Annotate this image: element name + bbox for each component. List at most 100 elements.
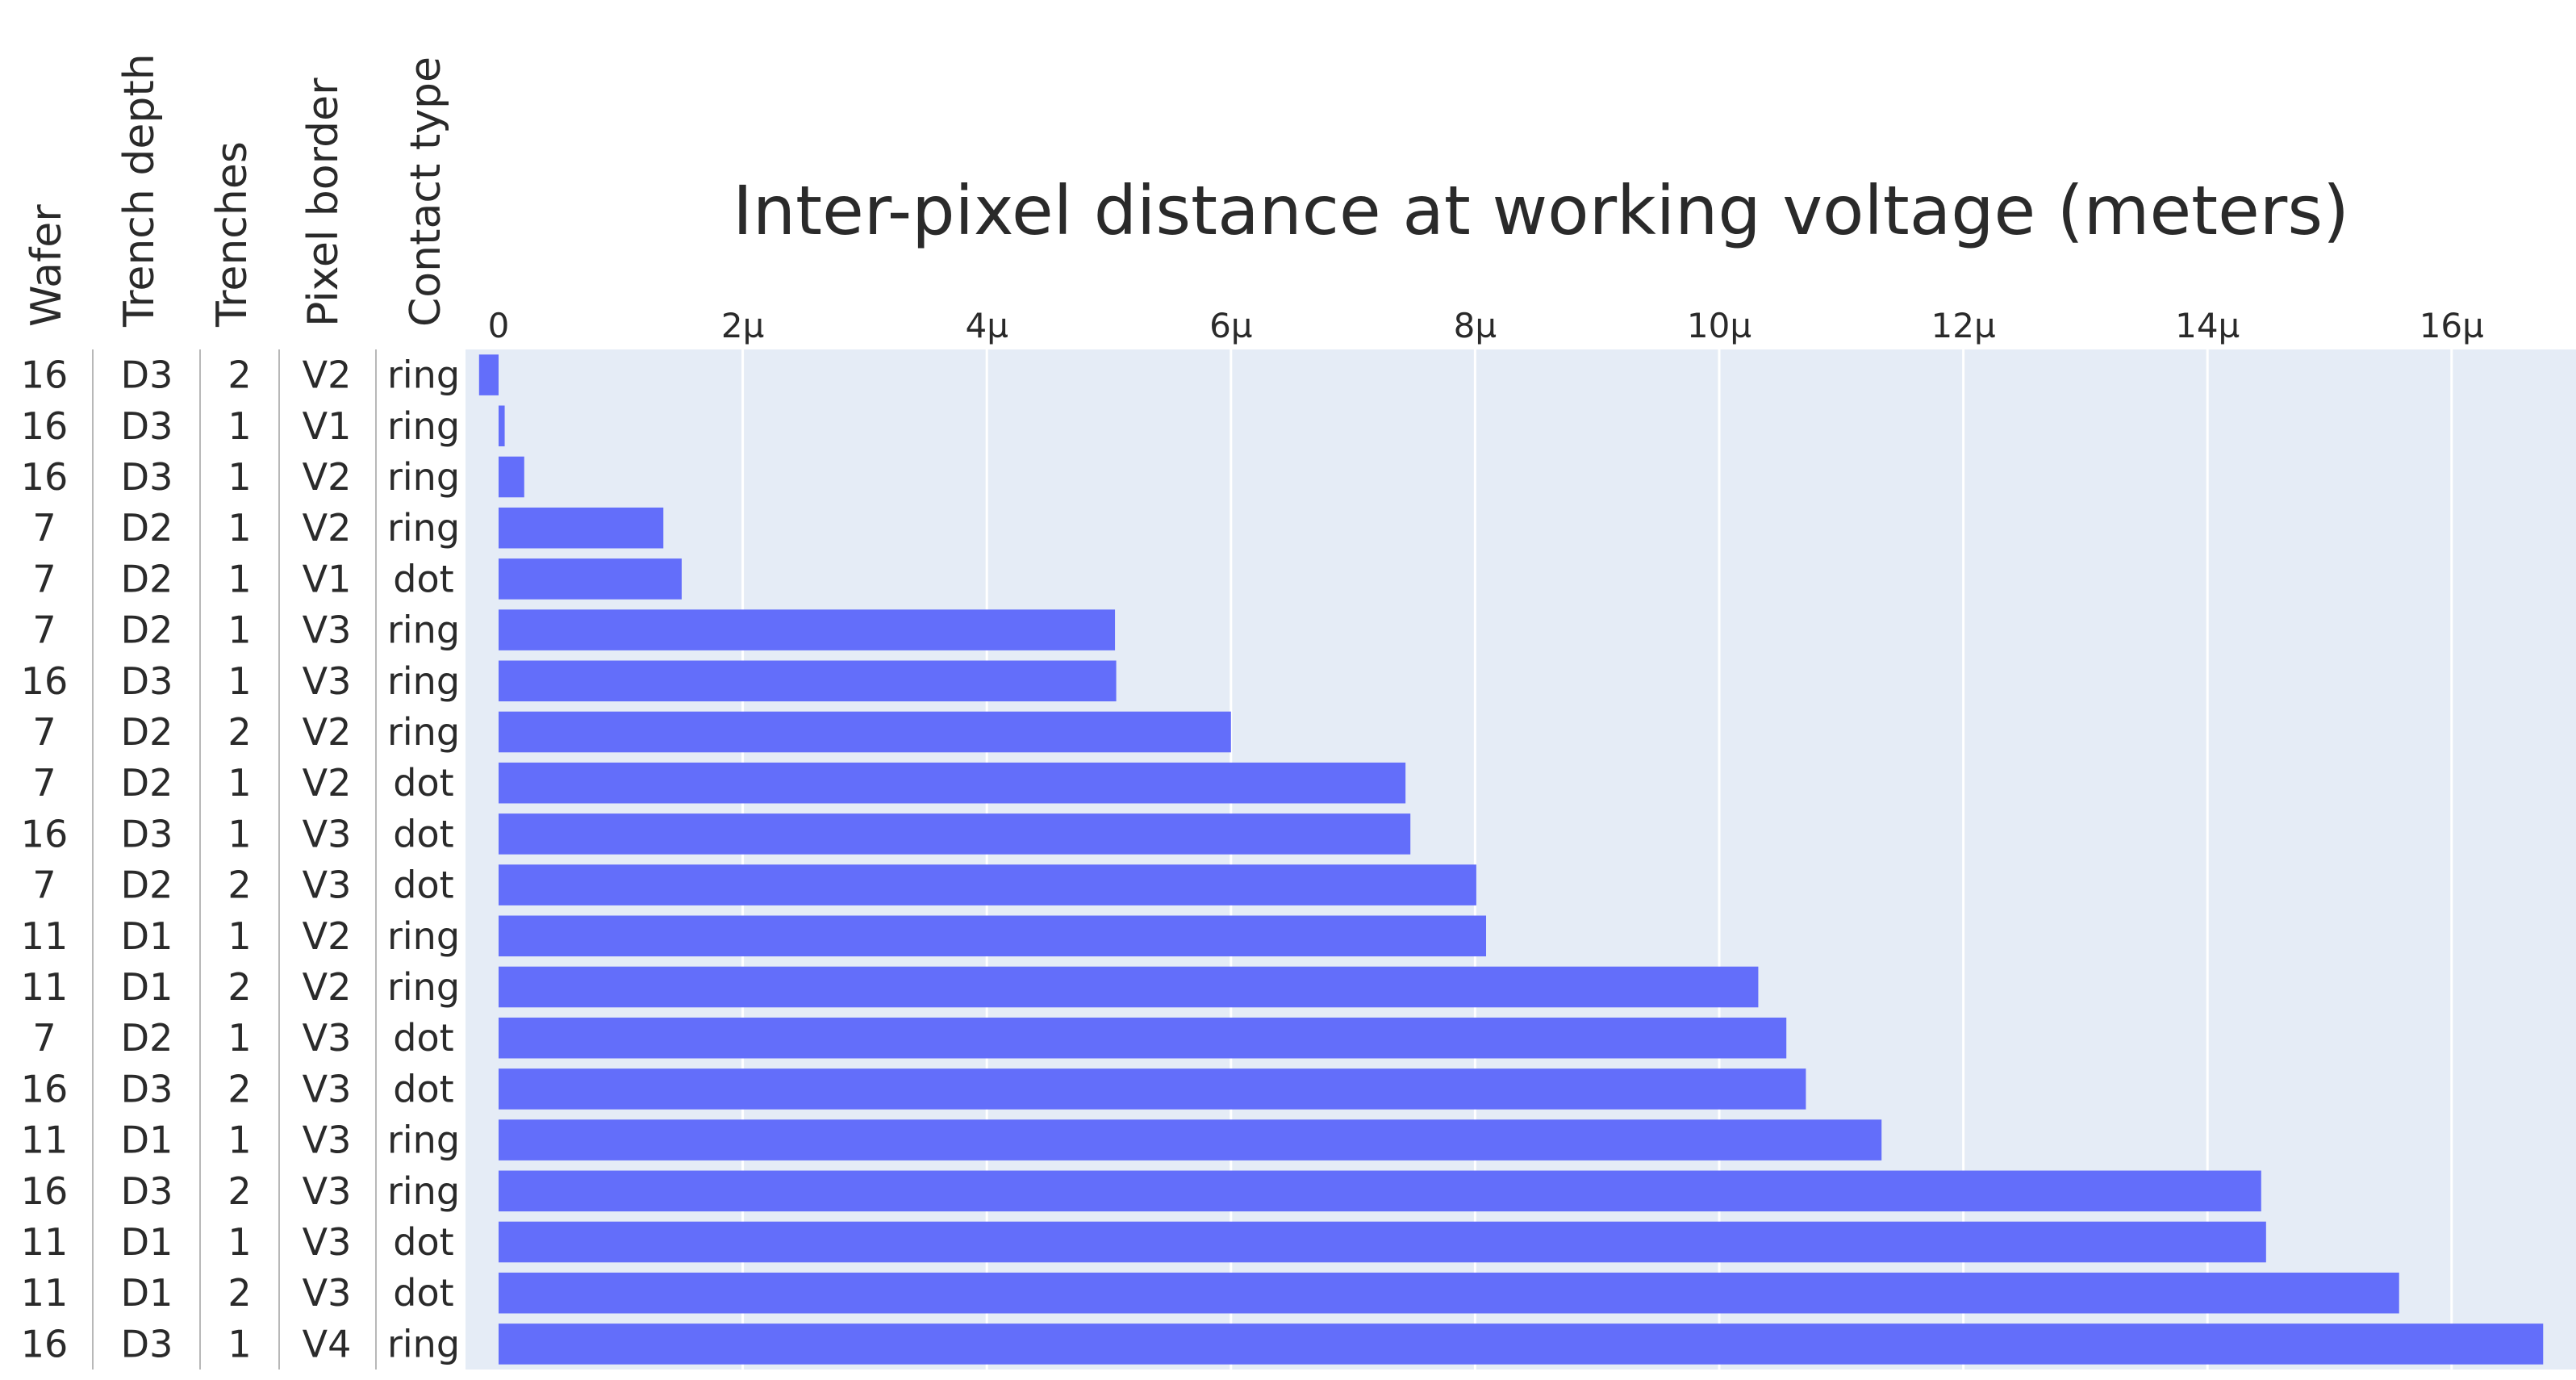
row-labels: 16 D3 2 V2 ring16 D3 1 V1 ring16 D3 1 V2 ring7 D2 1 V2 r… (21, 353, 460, 1366)
row-label-cell: 2 (228, 353, 251, 397)
row-label-cell: D1 (121, 1220, 173, 1264)
row-label-cell: V2 (303, 455, 352, 499)
row-label-cell: V3 (303, 812, 352, 855)
row-label-cell: dot (393, 1271, 453, 1315)
row-label-cell: 2 (228, 965, 251, 1009)
x-tick-labels: 0 2µ 4µ 6µ 8µ 10µ 12µ 14µ 16µ (488, 306, 2484, 345)
column-header: Trenches (208, 141, 257, 328)
row-label-cell: D2 (121, 710, 173, 754)
row-label-cell: V3 (303, 659, 352, 703)
column-header: Wafer (23, 204, 71, 327)
bar (499, 916, 1486, 957)
row-label-cell: D2 (121, 506, 173, 550)
row-label-cell: 7 (32, 506, 56, 550)
bar (499, 661, 1117, 702)
row-label-cell: V3 (303, 1271, 352, 1315)
row-label-cell: 7 (32, 710, 56, 754)
row-label-cell: D2 (121, 557, 173, 600)
row-label-cell: ring (387, 353, 460, 397)
row-label-cell: ring (387, 659, 460, 703)
x-tick-label: 14µ (2175, 306, 2240, 345)
bar (499, 1171, 2261, 1212)
row-label-cell: 16 (21, 404, 69, 448)
plot-background (466, 349, 2576, 1370)
bar (499, 1324, 2543, 1365)
row-label-cell: V2 (303, 914, 352, 958)
row-label-cell: D1 (121, 1271, 173, 1315)
bar (499, 1119, 1881, 1160)
row-label-cell: dot (393, 812, 453, 855)
row-label-cell: V2 (303, 965, 352, 1009)
row-label-cell: 1 (228, 812, 251, 855)
x-tick-label: 0 (488, 306, 510, 345)
row-label-cell: 1 (228, 557, 251, 600)
row-label-cell: 7 (32, 557, 56, 600)
column-header: Pixel border (299, 77, 348, 327)
row-label-cell: dot (393, 1220, 453, 1264)
row-label-cell: 16 (21, 1067, 69, 1110)
bar (499, 609, 1115, 650)
row-label-cell: D1 (121, 914, 173, 958)
row-label-cell: 16 (21, 1322, 69, 1365)
row-label-cell: V2 (303, 506, 352, 550)
row-label-cell: D3 (121, 1067, 173, 1110)
column-separators (93, 349, 376, 1370)
row-label-cell: 1 (228, 506, 251, 550)
row-label-cell: 1 (228, 1322, 251, 1365)
row-label-cell: V3 (303, 608, 352, 652)
bar (499, 1273, 2399, 1314)
bar (499, 457, 524, 498)
chart-title: Inter-pixel distance at working voltage … (733, 171, 2349, 250)
row-label-cell: dot (393, 761, 453, 805)
row-label-cell: V2 (303, 761, 352, 805)
column-headers: Wafer Trench depth Trenches Pixel border Con… (23, 53, 450, 328)
row-label-cell: 7 (32, 761, 56, 805)
x-tick-label: 10µ (1687, 306, 1751, 345)
row-label-cell: 16 (21, 455, 69, 499)
row-label-cell: 11 (21, 1220, 69, 1264)
row-label-cell: 1 (228, 761, 251, 805)
row-label-cell: ring (387, 455, 460, 499)
row-label-cell: ring (387, 1169, 460, 1213)
x-tick-label: 6µ (1209, 306, 1252, 345)
row-label-cell: D3 (121, 812, 173, 855)
x-tick-label: 12µ (1931, 306, 1996, 345)
row-label-cell: D3 (121, 404, 173, 448)
row-label-cell: dot (393, 1016, 453, 1060)
row-label-cell: dot (393, 1067, 453, 1110)
row-label-cell: 1 (228, 1220, 251, 1264)
row-label-cell: D2 (121, 608, 173, 652)
x-tick-label: 8µ (1454, 306, 1497, 345)
row-label-cell: V3 (303, 1067, 352, 1110)
row-label-cell: D1 (121, 965, 173, 1009)
row-label-cell: 1 (228, 659, 251, 703)
row-label-cell: V3 (303, 1220, 352, 1264)
row-label-cell: 1 (228, 1119, 251, 1162)
row-label-cell: 1 (228, 608, 251, 652)
row-label-cell: ring (387, 710, 460, 754)
row-label-cell: D2 (121, 761, 173, 805)
row-label-cell: V2 (303, 353, 352, 397)
row-label-cell: V2 (303, 710, 352, 754)
row-label-cell: 16 (21, 812, 69, 855)
row-label-cell: D1 (121, 1119, 173, 1162)
row-label-cell: 1 (228, 455, 251, 499)
row-label-cell: D3 (121, 1169, 173, 1213)
bar (499, 763, 1405, 804)
row-label-cell: V3 (303, 1169, 352, 1213)
row-label-cell: ring (387, 914, 460, 958)
x-tick-label: 4µ (965, 306, 1008, 345)
row-label-cell: 1 (228, 404, 251, 448)
row-label-cell: ring (387, 1322, 460, 1365)
row-label-cell: ring (387, 965, 460, 1009)
row-label-cell: 2 (228, 1067, 251, 1110)
row-label-cell: D2 (121, 1016, 173, 1060)
bar (499, 813, 1410, 855)
row-label-cell: ring (387, 608, 460, 652)
bar (499, 508, 663, 549)
column-header: Contact type (402, 56, 450, 327)
row-label-cell: 1 (228, 1016, 251, 1060)
row-label-cell: V3 (303, 864, 352, 907)
row-label-cell: 2 (228, 710, 251, 754)
row-label-cell: 11 (21, 1119, 69, 1162)
